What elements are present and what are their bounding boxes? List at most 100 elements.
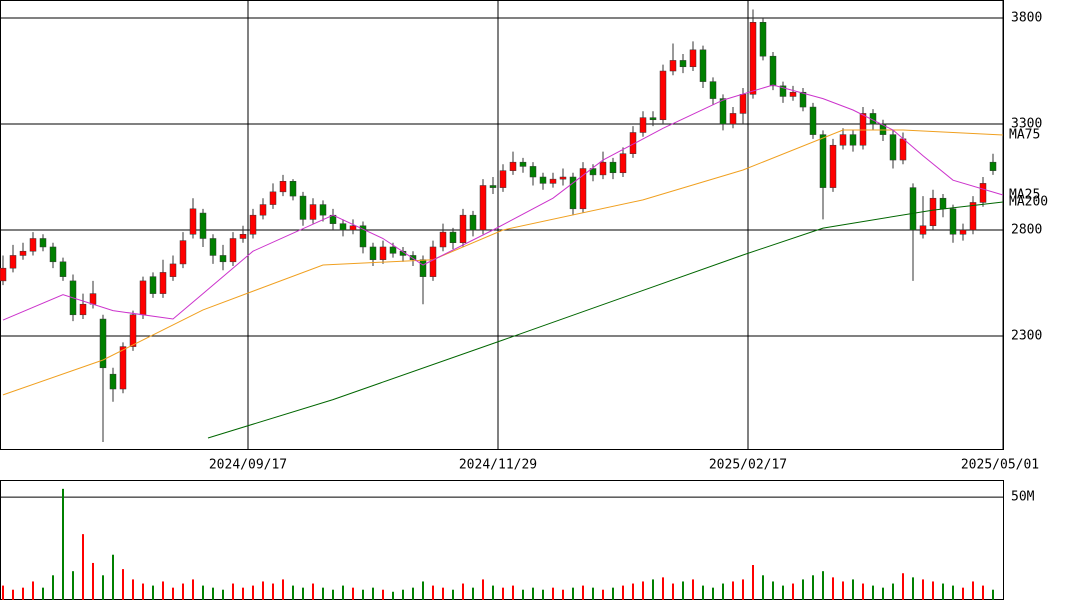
candle-body	[859, 113, 867, 146]
candle-body	[369, 246, 377, 260]
candle-body	[609, 161, 617, 174]
candle-body	[379, 246, 387, 260]
candle-body	[269, 191, 277, 205]
volume-bar	[362, 589, 364, 600]
candle-body	[29, 238, 37, 252]
volume-bar	[822, 571, 824, 600]
volume-bar	[882, 587, 884, 600]
candle-body	[749, 22, 757, 95]
volume-bar	[632, 583, 634, 600]
volume-bar	[732, 581, 734, 600]
candle-body	[199, 212, 207, 239]
volume-bar	[692, 579, 694, 600]
candle-body	[419, 259, 427, 277]
ma-label: MA200	[1009, 195, 1048, 210]
candle-body	[819, 134, 827, 188]
volume-bar	[82, 534, 84, 600]
volume-bar	[642, 581, 644, 600]
candle-body	[89, 293, 97, 305]
volume-bar	[752, 565, 754, 600]
candle-body	[9, 255, 17, 269]
volume-bar	[352, 587, 354, 600]
volume-bar	[742, 579, 744, 600]
candle-body	[909, 187, 917, 231]
volume-bar	[122, 569, 124, 600]
candle-body	[799, 91, 807, 108]
volume-bar	[192, 579, 194, 600]
volume-bar	[792, 583, 794, 600]
volume-bar	[912, 577, 914, 600]
volume-bar	[872, 585, 874, 600]
volume-bar	[42, 587, 44, 600]
volume-bar	[892, 583, 894, 600]
volume-bar	[652, 579, 654, 600]
candle-body	[319, 204, 327, 216]
y-tick-label: 2300	[1011, 329, 1042, 344]
volume-bar	[412, 587, 414, 600]
volume-bar	[562, 589, 564, 600]
volume-bar	[422, 581, 424, 600]
candle-body	[809, 106, 817, 135]
volume-bar	[552, 587, 554, 600]
volume-bar	[472, 587, 474, 600]
volume-bar	[682, 581, 684, 600]
candle-body	[409, 255, 417, 260]
candle-body	[709, 81, 717, 99]
volume-bar	[502, 587, 504, 600]
candle-body	[279, 181, 287, 193]
volume-bar	[662, 577, 664, 600]
volume-bar	[802, 579, 804, 600]
candle-body	[559, 176, 567, 180]
volume-bar	[22, 587, 24, 600]
x-tick-label: 2025/02/17	[709, 458, 787, 473]
volume-bar	[952, 585, 954, 600]
candle-body	[459, 214, 467, 243]
volume-bar	[112, 554, 114, 600]
candle-body	[129, 314, 137, 347]
volume-bar	[512, 585, 514, 600]
volume-bar	[972, 581, 974, 600]
volume-bar	[332, 589, 334, 600]
volume-bar	[522, 589, 524, 600]
candle-body	[689, 49, 697, 68]
volume-bar	[72, 571, 74, 600]
candle-body	[849, 134, 857, 146]
candle-body	[839, 134, 847, 146]
candle-body	[549, 178, 557, 184]
candle-body	[299, 195, 307, 220]
volume-bar	[572, 587, 574, 600]
volume-bar	[302, 587, 304, 600]
candle-body	[529, 166, 537, 178]
x-tick-label: 2025/05/01	[961, 458, 1039, 473]
candle-body	[889, 134, 897, 161]
candle-body	[719, 98, 727, 125]
ma-line	[2, 129, 1004, 396]
candle-body	[469, 214, 477, 231]
candle-body	[49, 246, 57, 263]
candle-body	[949, 208, 957, 235]
volume-bar	[172, 587, 174, 600]
volume-bar	[542, 589, 544, 600]
candle-body	[259, 204, 267, 216]
volume-bar	[142, 583, 144, 600]
candle-body	[99, 318, 107, 369]
volume-bar	[962, 587, 964, 600]
volume-bar	[222, 589, 224, 600]
candle-body	[579, 168, 587, 210]
ma-label: MA75	[1009, 128, 1040, 143]
candle-body	[109, 373, 117, 390]
candle-body	[39, 238, 47, 248]
x-tick-label: 2024/09/17	[209, 458, 287, 473]
volume-bar	[612, 587, 614, 600]
volume-bar	[152, 585, 154, 600]
volume-bar	[182, 583, 184, 600]
candle-body	[289, 181, 297, 197]
volume-bar	[782, 585, 784, 600]
candle-body	[739, 94, 747, 114]
candle-body	[249, 214, 257, 235]
candle-body	[489, 185, 497, 188]
candle-body	[339, 223, 347, 231]
candle-body	[939, 197, 947, 210]
volume-bar	[32, 581, 34, 600]
candle-body	[639, 117, 647, 133]
